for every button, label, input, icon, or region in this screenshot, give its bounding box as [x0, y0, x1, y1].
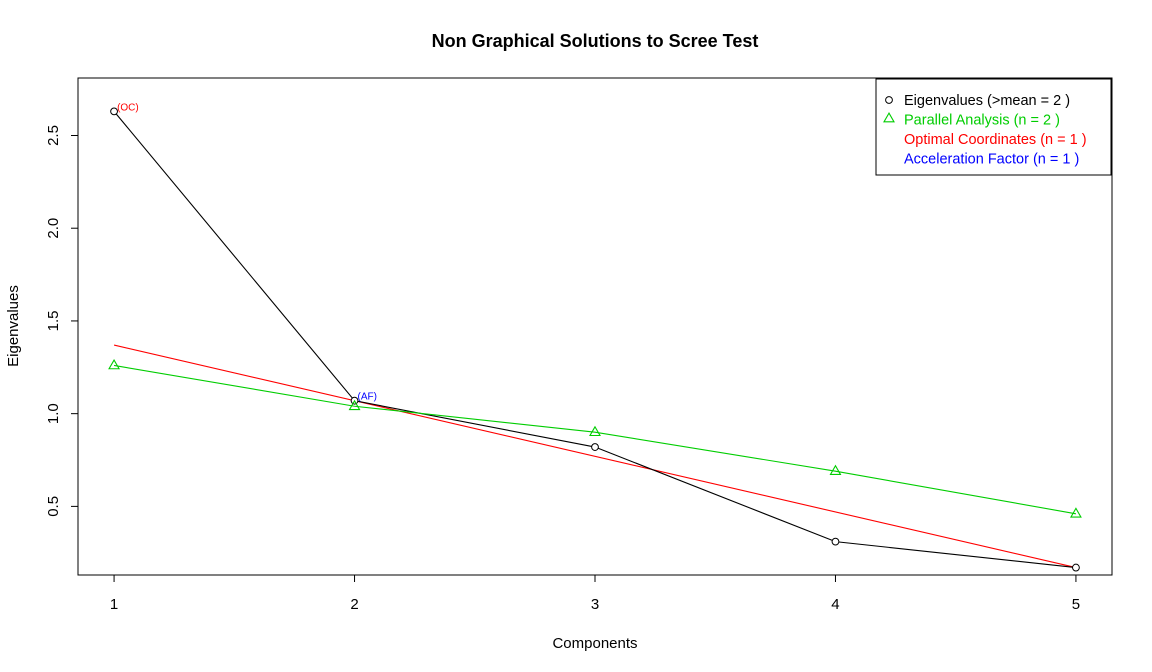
y-tick-label: 2.5 — [45, 125, 62, 146]
parallel-analysis-point — [108, 358, 121, 370]
x-tick-label: 5 — [1072, 596, 1080, 613]
legend-entry-label: Parallel Analysis (n = 2 ) — [904, 113, 1060, 129]
optimal-coordinates-line — [113, 344, 1077, 569]
legend-entry-label: Optimal Coordinates (n = 1 ) — [904, 132, 1087, 148]
chart-title: Non Graphical Solutions to Scree Test — [432, 31, 759, 51]
x-tick-label: 4 — [831, 596, 839, 613]
acceleration-factor-annotation: (AF) — [358, 392, 377, 403]
series-markers — [108, 107, 1082, 572]
legend-box — [875, 78, 1112, 176]
parallel-analysis-point — [1069, 507, 1082, 518]
parallel-analysis-point — [829, 464, 842, 476]
legend: Eigenvalues (>mean = 2 ) Parallel Analysi… — [875, 78, 1112, 176]
y-tick-label: 2.0 — [45, 218, 62, 239]
y-tick-label: 1.0 — [45, 403, 62, 424]
legend-circle-marker — [885, 96, 893, 104]
y-tick-label: 1.5 — [45, 311, 62, 332]
x-tick-label: 3 — [591, 596, 599, 613]
eigenvalue-point — [831, 537, 840, 546]
y-tick-label: 0.5 — [45, 496, 62, 517]
eigenvalue-point — [591, 443, 599, 451]
parallel-analysis-point — [589, 425, 601, 437]
y-axis-label: Eigenvalues — [5, 285, 22, 367]
legend-triangle-marker — [883, 112, 895, 123]
legend-entry-label: Eigenvalues (>mean = 2 ) — [904, 93, 1070, 109]
parallel-analysis-line — [113, 364, 1077, 515]
optimal-coordinates-annotation: (OC) — [117, 102, 139, 113]
legend-entry-label: Acceleration Factor (n = 1 ) — [904, 152, 1079, 168]
parallel-analysis-point — [348, 399, 361, 411]
x-axis: 1 2 3 4 5 — [110, 574, 1080, 613]
y-axis: 0.5 1.0 1.5 2.0 2.5 — [45, 125, 79, 517]
eigenvalue-point — [1072, 563, 1080, 572]
x-tick-label: 1 — [110, 596, 118, 613]
annotations: (OC) (AF) — [117, 102, 377, 402]
x-axis-label: Components — [552, 635, 637, 652]
eigenvalue-point — [110, 107, 118, 116]
x-tick-label: 2 — [350, 596, 358, 613]
